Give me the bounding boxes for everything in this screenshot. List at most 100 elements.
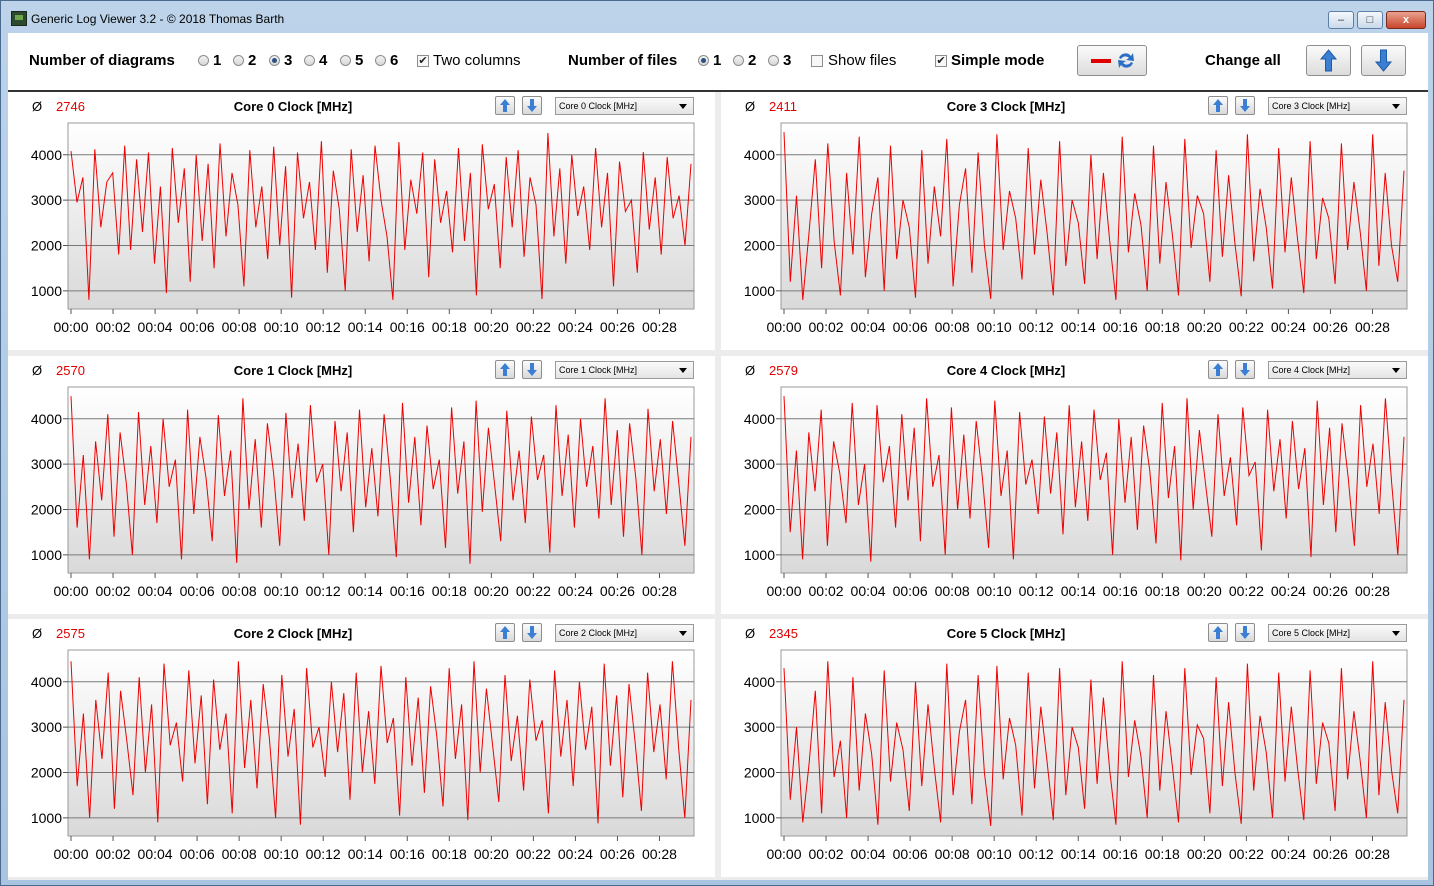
series-down-button[interactable] [1235,360,1255,379]
x-tick-label: 00:26 [600,846,635,862]
series-up-button[interactable] [1208,360,1228,379]
series-down-button[interactable] [1235,96,1255,115]
average-symbol: Ø [32,626,43,641]
x-tick-label: 00:28 [1355,846,1390,862]
x-tick-label: 00:00 [766,319,801,335]
x-tick-label: 00:26 [600,319,635,335]
series-selector[interactable]: Core 5 Clock [MHz] [1268,624,1407,642]
series-down-button[interactable] [522,360,542,379]
x-tick-label: 00:16 [390,583,425,599]
files-option-label: 2 [748,52,757,69]
show-files-checkbox[interactable] [811,55,823,67]
files-radio-3[interactable] [768,55,779,66]
chart-panel-4: Ø 2579 Core 4 Clock [MHz] Core 4 Clock [MHz… [721,356,1428,614]
x-tick-label: 00:18 [432,583,467,599]
chart-title: Core 1 Clock [MHz] [233,363,353,378]
series-down-button[interactable] [522,623,542,642]
y-tick-label: 4000 [744,674,775,690]
series-up-button[interactable] [1208,623,1228,642]
y-tick-label: 2000 [744,764,775,780]
simple-mode-checkbox[interactable]: ✔ [935,55,947,67]
series-selector-value: Core 2 Clock [MHz] [559,628,638,638]
close-button[interactable]: x [1386,11,1426,29]
arrow-down-icon [527,626,537,639]
series-up-button[interactable] [495,360,515,379]
y-tick-label: 1000 [744,547,775,563]
swap-color-button[interactable] [1077,45,1147,76]
change-all-down-button[interactable] [1361,45,1406,76]
series-selector[interactable]: Core 3 Clock [MHz] [1268,97,1407,115]
diagrams-radio-6[interactable] [375,55,386,66]
series-selector[interactable]: Core 4 Clock [MHz] [1268,361,1407,379]
x-tick-label: 00:24 [558,846,593,862]
x-tick-label: 00:22 [516,583,551,599]
diagrams-option-label: 3 [284,52,293,69]
two-columns-checkbox[interactable]: ✔ [417,55,429,67]
maximize-button[interactable]: □ [1357,11,1383,29]
x-tick-label: 00:26 [600,583,635,599]
x-tick-label: 00:02 [96,846,131,862]
y-tick-label: 4000 [31,411,62,427]
diagrams-radio-1[interactable] [198,55,209,66]
arrow-up-icon [500,99,510,112]
diagrams-radio-3[interactable] [269,55,280,66]
chevron-down-icon [679,368,687,373]
x-tick-label: 00:08 [935,319,970,335]
x-tick-label: 00:00 [53,583,88,599]
x-tick-label: 00:16 [390,319,425,335]
y-tick-label: 1000 [31,547,62,563]
x-tick-label: 00:28 [1355,583,1390,599]
x-tick-label: 00:24 [1271,846,1306,862]
arrow-up-icon [1319,49,1338,72]
change-all-label: Change all [1205,52,1281,69]
series-down-button[interactable] [1235,623,1255,642]
series-up-button[interactable] [1208,96,1228,115]
y-tick-label: 3000 [31,192,62,208]
diagrams-label: Number of diagrams [29,52,175,69]
series-selector[interactable]: Core 1 Clock [MHz] [555,361,694,379]
chevron-down-icon [1392,631,1400,636]
x-tick-label: 00:18 [1145,846,1180,862]
series-line [70,132,692,300]
y-tick-label: 4000 [31,674,62,690]
diagrams-radio-2[interactable] [233,55,244,66]
chart-title: Core 0 Clock [MHz] [233,99,353,114]
files-radio-1[interactable] [698,55,709,66]
diagrams-option-label: 1 [213,52,222,69]
average-value: 2411 [769,99,797,114]
arrow-down-icon [1240,99,1250,112]
minimize-button[interactable]: – [1328,11,1354,29]
change-all-up-button[interactable] [1306,45,1351,76]
diagrams-radio-5[interactable] [340,55,351,66]
x-tick-label: 00:22 [1229,846,1264,862]
average-symbol: Ø [32,99,43,114]
swap-color-icon [1091,53,1134,68]
plot-area [67,386,695,574]
x-tick-label: 00:28 [642,846,677,862]
y-tick-label: 3000 [31,719,62,735]
files-radio-2[interactable] [733,55,744,66]
diagrams-radio-4[interactable] [304,55,315,66]
arrow-up-icon [1213,626,1223,639]
plot-area [780,649,1408,837]
x-tick-label: 00:16 [390,846,425,862]
y-tick-label: 2000 [31,764,62,780]
series-selector[interactable]: Core 2 Clock [MHz] [555,624,694,642]
x-tick-label: 00:02 [809,319,844,335]
series-down-button[interactable] [522,96,542,115]
series-up-button[interactable] [495,96,515,115]
x-tick-label: 00:00 [53,319,88,335]
x-tick-label: 00:10 [977,319,1012,335]
y-tick-label: 2000 [31,501,62,517]
plot-area [67,649,695,837]
average-value: 2570 [56,363,85,378]
series-up-button[interactable] [495,623,515,642]
y-tick-label: 1000 [744,283,775,299]
series-selector[interactable]: Core 0 Clock [MHz] [555,97,694,115]
title-bar[interactable]: Generic Log Viewer 3.2 - © 2018 Thomas B… [1,1,1433,33]
y-tick-label: 3000 [31,456,62,472]
x-tick-label: 00:14 [1061,583,1096,599]
app-icon [11,11,27,26]
x-tick-label: 00:04 [851,583,886,599]
